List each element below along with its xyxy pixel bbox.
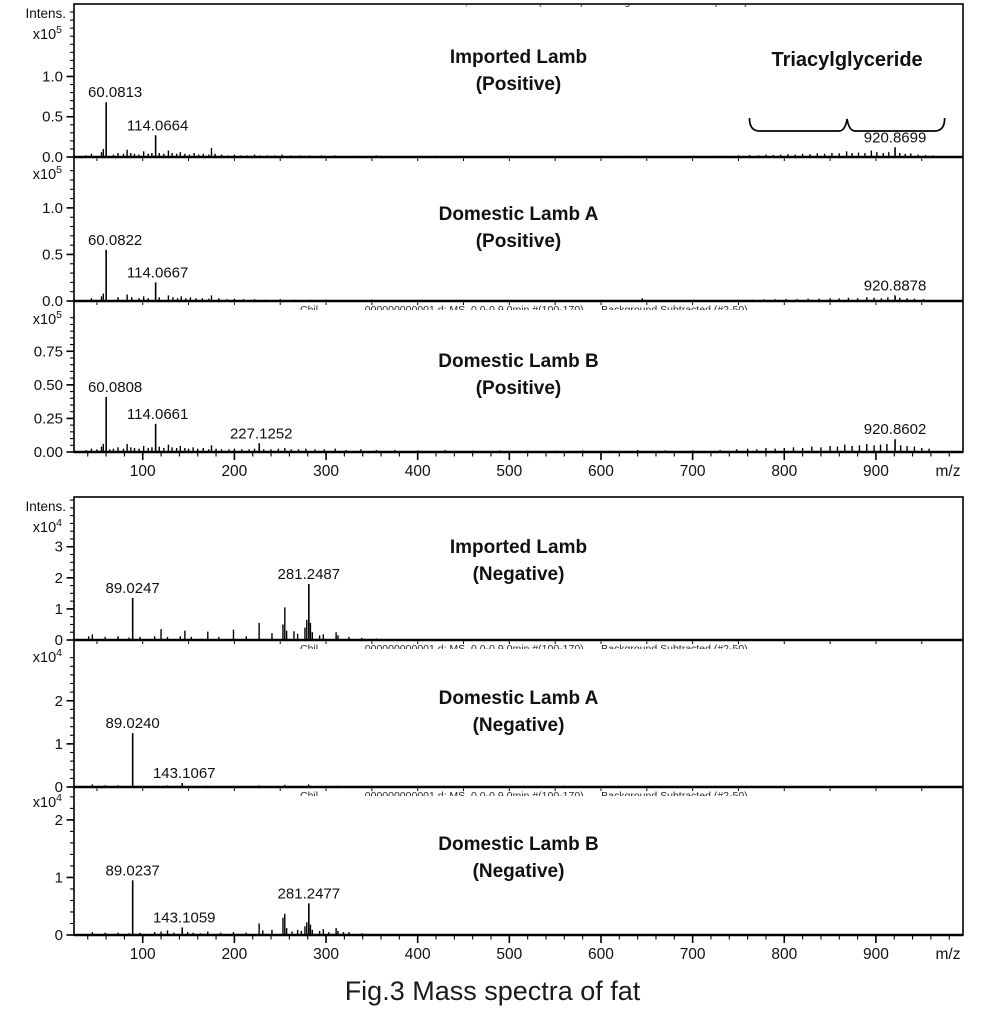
intensity-scale-label: x104 xyxy=(4,790,62,811)
x-tick-label: 500 xyxy=(496,463,522,480)
x-tick-label: 100 xyxy=(130,463,156,480)
block-border xyxy=(73,496,964,936)
x-tick-label: 800 xyxy=(771,946,797,963)
y-tick-label: 1.0 xyxy=(42,200,63,217)
scale-mantissa: x10 xyxy=(32,26,57,43)
clipped-metadata-text: Chil 000000000001.d: MS, 0.0-0.9.0min #(… xyxy=(300,791,958,796)
clipped-top-edge-strip: Chil 000000000001.d: MS, 0.0-0.9.0min #(… xyxy=(300,5,960,10)
triacylglyceride-bracket xyxy=(748,117,946,132)
intensity-scale-label: x105 xyxy=(4,22,62,43)
peak-label: 143.1059 xyxy=(153,910,216,927)
scale-exponent: 5 xyxy=(56,24,62,36)
y-tick-label: 1 xyxy=(55,869,63,886)
scale-exponent: 5 xyxy=(56,164,62,176)
x-tick-label: 500 xyxy=(496,946,522,963)
x-axis-unit-label: m/z xyxy=(936,946,961,963)
x-tick-label: 600 xyxy=(588,946,614,963)
scale-mantissa: x10 xyxy=(32,166,57,183)
peak-label: 920.8699 xyxy=(864,129,927,146)
x-tick-label: 400 xyxy=(405,463,431,480)
peak-label: 60.0822 xyxy=(88,232,142,249)
x-tick-label: 300 xyxy=(313,463,339,480)
y-tick-label: 2 xyxy=(55,693,63,710)
peak-label: 227.1252 xyxy=(230,425,293,442)
triacylglyceride-annotation: Triacylglyceride xyxy=(771,49,922,71)
scale-mantissa: x10 xyxy=(32,649,57,666)
x-tick-label: 200 xyxy=(221,463,247,480)
peak-label: 60.0813 xyxy=(88,84,142,101)
y-tick-label: 0 xyxy=(55,927,63,944)
scale-exponent: 4 xyxy=(56,647,62,659)
y-tick-label: 2 xyxy=(55,812,63,829)
peak-label: 920.8602 xyxy=(864,421,927,438)
y-tick-label: 0.5 xyxy=(42,109,63,126)
x-tick-label: 900 xyxy=(863,946,889,963)
scale-exponent: 4 xyxy=(56,517,62,529)
clipped-metadata-text: Chil 000000000001.d: MS, 0.0-0.9.0min #(… xyxy=(300,5,960,8)
figure-caption: Fig.3 Mass spectra of fat xyxy=(344,976,641,1006)
peak-label: 114.0664 xyxy=(127,117,188,134)
peak-label: 60.0808 xyxy=(88,379,142,396)
scale-mantissa: x10 xyxy=(32,311,57,328)
y-tick-label: 1 xyxy=(55,736,63,753)
intensity-axis-label: Intens. xyxy=(25,6,66,21)
y-tick-label: 2 xyxy=(55,570,63,587)
y-tick-label: 0.0 xyxy=(42,149,63,166)
clipped-metadata-text: Chil 000000000001.d: MS, 0.0-0.9.0min #(… xyxy=(300,305,958,310)
x-tick-label: 900 xyxy=(863,463,889,480)
x-axis-unit-label: m/z xyxy=(936,463,961,480)
y-tick-label: 0 xyxy=(55,632,63,649)
clipped-metadata-strip: Chil 000000000001.d: MS, 0.0-0.9.0min #(… xyxy=(300,644,958,649)
peak-label: 920.8878 xyxy=(864,277,927,294)
y-tick-label: 0.0 xyxy=(42,293,63,310)
peak-label: 89.0240 xyxy=(106,715,160,732)
clipped-metadata-text: Chil 000000000001.d: MS, 0.0-0.9.0min #(… xyxy=(300,644,958,649)
clipped-metadata-strip: Chil 000000000001.d: MS, 0.0-0.9.0min #(… xyxy=(300,791,958,796)
y-tick-label: 3 xyxy=(55,539,63,556)
intensity-scale-label: x105 xyxy=(4,307,62,328)
peak-label: 281.2487 xyxy=(278,566,341,583)
intensity-scale-label: x105 xyxy=(4,162,62,183)
block-border xyxy=(73,3,964,453)
peak-label: 89.0247 xyxy=(106,580,160,597)
x-tick-label: 200 xyxy=(221,946,247,963)
x-tick-label: 300 xyxy=(313,946,339,963)
y-tick-label: 1.0 xyxy=(42,68,63,85)
y-tick-label: 0 xyxy=(55,779,63,796)
scale-exponent: 5 xyxy=(56,309,62,321)
peak-label: 114.0661 xyxy=(127,406,188,423)
scale-exponent: 4 xyxy=(56,792,62,804)
scale-mantissa: x10 xyxy=(32,794,57,811)
y-tick-label: 0.50 xyxy=(34,377,63,394)
y-tick-label: 0.25 xyxy=(34,410,63,427)
x-tick-label: 400 xyxy=(405,946,431,963)
scale-mantissa: x10 xyxy=(32,519,57,536)
peak-label: 114.0667 xyxy=(127,264,188,281)
x-tick-label: 800 xyxy=(771,463,797,480)
clipped-metadata-strip: Chil 000000000001.d: MS, 0.0-0.9.0min #(… xyxy=(300,305,958,310)
peak-label: 89.0237 xyxy=(106,862,160,879)
x-tick-label: 600 xyxy=(588,463,614,480)
y-tick-label: 1 xyxy=(55,601,63,618)
y-tick-label: 0.75 xyxy=(34,343,63,360)
x-tick-label: 700 xyxy=(680,946,706,963)
intensity-scale-label: x104 xyxy=(4,645,62,666)
x-tick-label: 100 xyxy=(130,946,156,963)
x-tick-label: 700 xyxy=(680,463,706,480)
y-tick-label: 0.00 xyxy=(34,444,63,461)
intensity-scale-label: x104 xyxy=(4,515,62,536)
peak-label: 281.2477 xyxy=(278,885,341,902)
peak-label: 143.1067 xyxy=(153,765,216,782)
y-tick-label: 0.5 xyxy=(42,246,63,263)
intensity-axis-label: Intens. xyxy=(25,499,66,514)
